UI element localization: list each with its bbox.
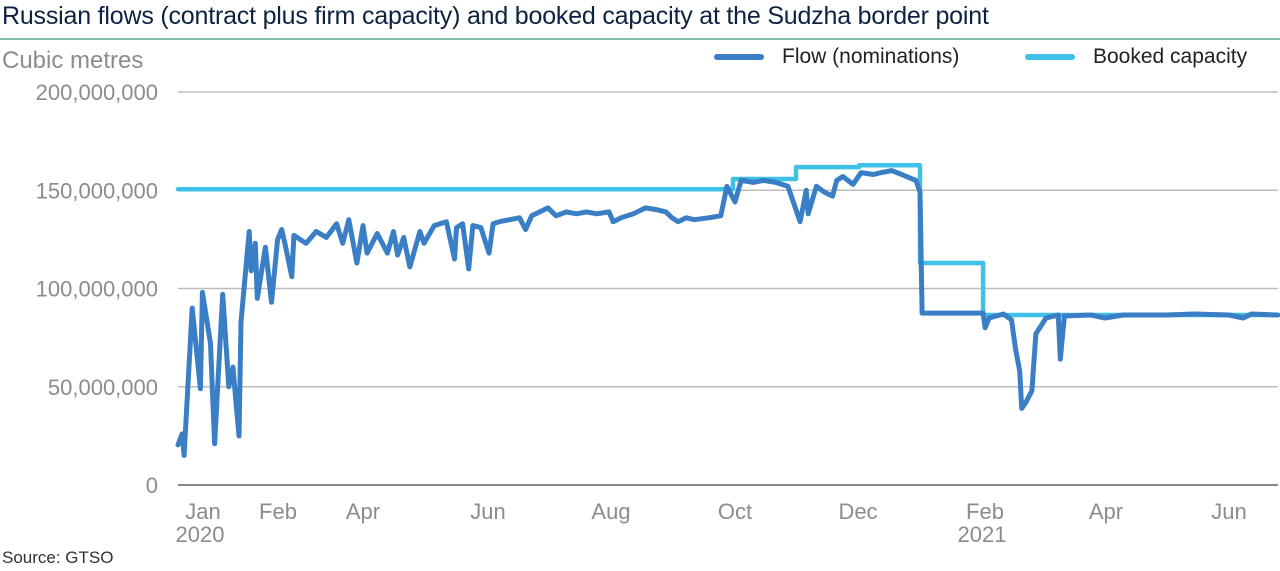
legend-label-flow: Flow (nominations) [782,45,960,68]
x-tick-label: Oct [718,499,752,524]
x-tick-year-label: 2021 [958,522,1007,547]
x-tick-label: Apr [1089,499,1123,524]
y-tick-label: 200,000,000 [36,80,158,105]
x-tick-label: Aug [591,499,630,524]
x-tick-label: Apr [346,499,380,524]
x-tick-label: Jun [470,499,505,524]
x-tick-label: Dec [838,499,877,524]
y-tick-label: 100,000,000 [36,277,158,302]
y-axis-label: Cubic metres [2,47,144,74]
series-line-booked-capacity [175,163,1280,318]
title-divider [0,38,1280,40]
y-tick-label: 150,000,000 [36,178,158,203]
source-note: Source: GTSO [2,548,114,567]
y-tick-label: 0 [146,473,158,498]
legend-item-booked: Booked capacity [1025,45,1247,69]
x-tick-year-label: 2020 [176,522,225,547]
legend-swatch-booked [1025,54,1075,60]
x-tick-label: Jan [185,499,220,524]
legend-swatch-flow [714,54,764,60]
y-tick-label: 50,000,000 [48,375,158,400]
legend-item-flow: Flow (nominations) [714,45,959,69]
legend-label-booked: Booked capacity [1093,45,1248,68]
x-tick-label: Jun [1211,499,1246,524]
series-line-flow [175,168,1280,458]
chart-title: Russian flows (contract plus firm capaci… [2,2,989,30]
x-tick-label: Feb [966,499,1004,524]
x-tick-label: Feb [259,499,297,524]
